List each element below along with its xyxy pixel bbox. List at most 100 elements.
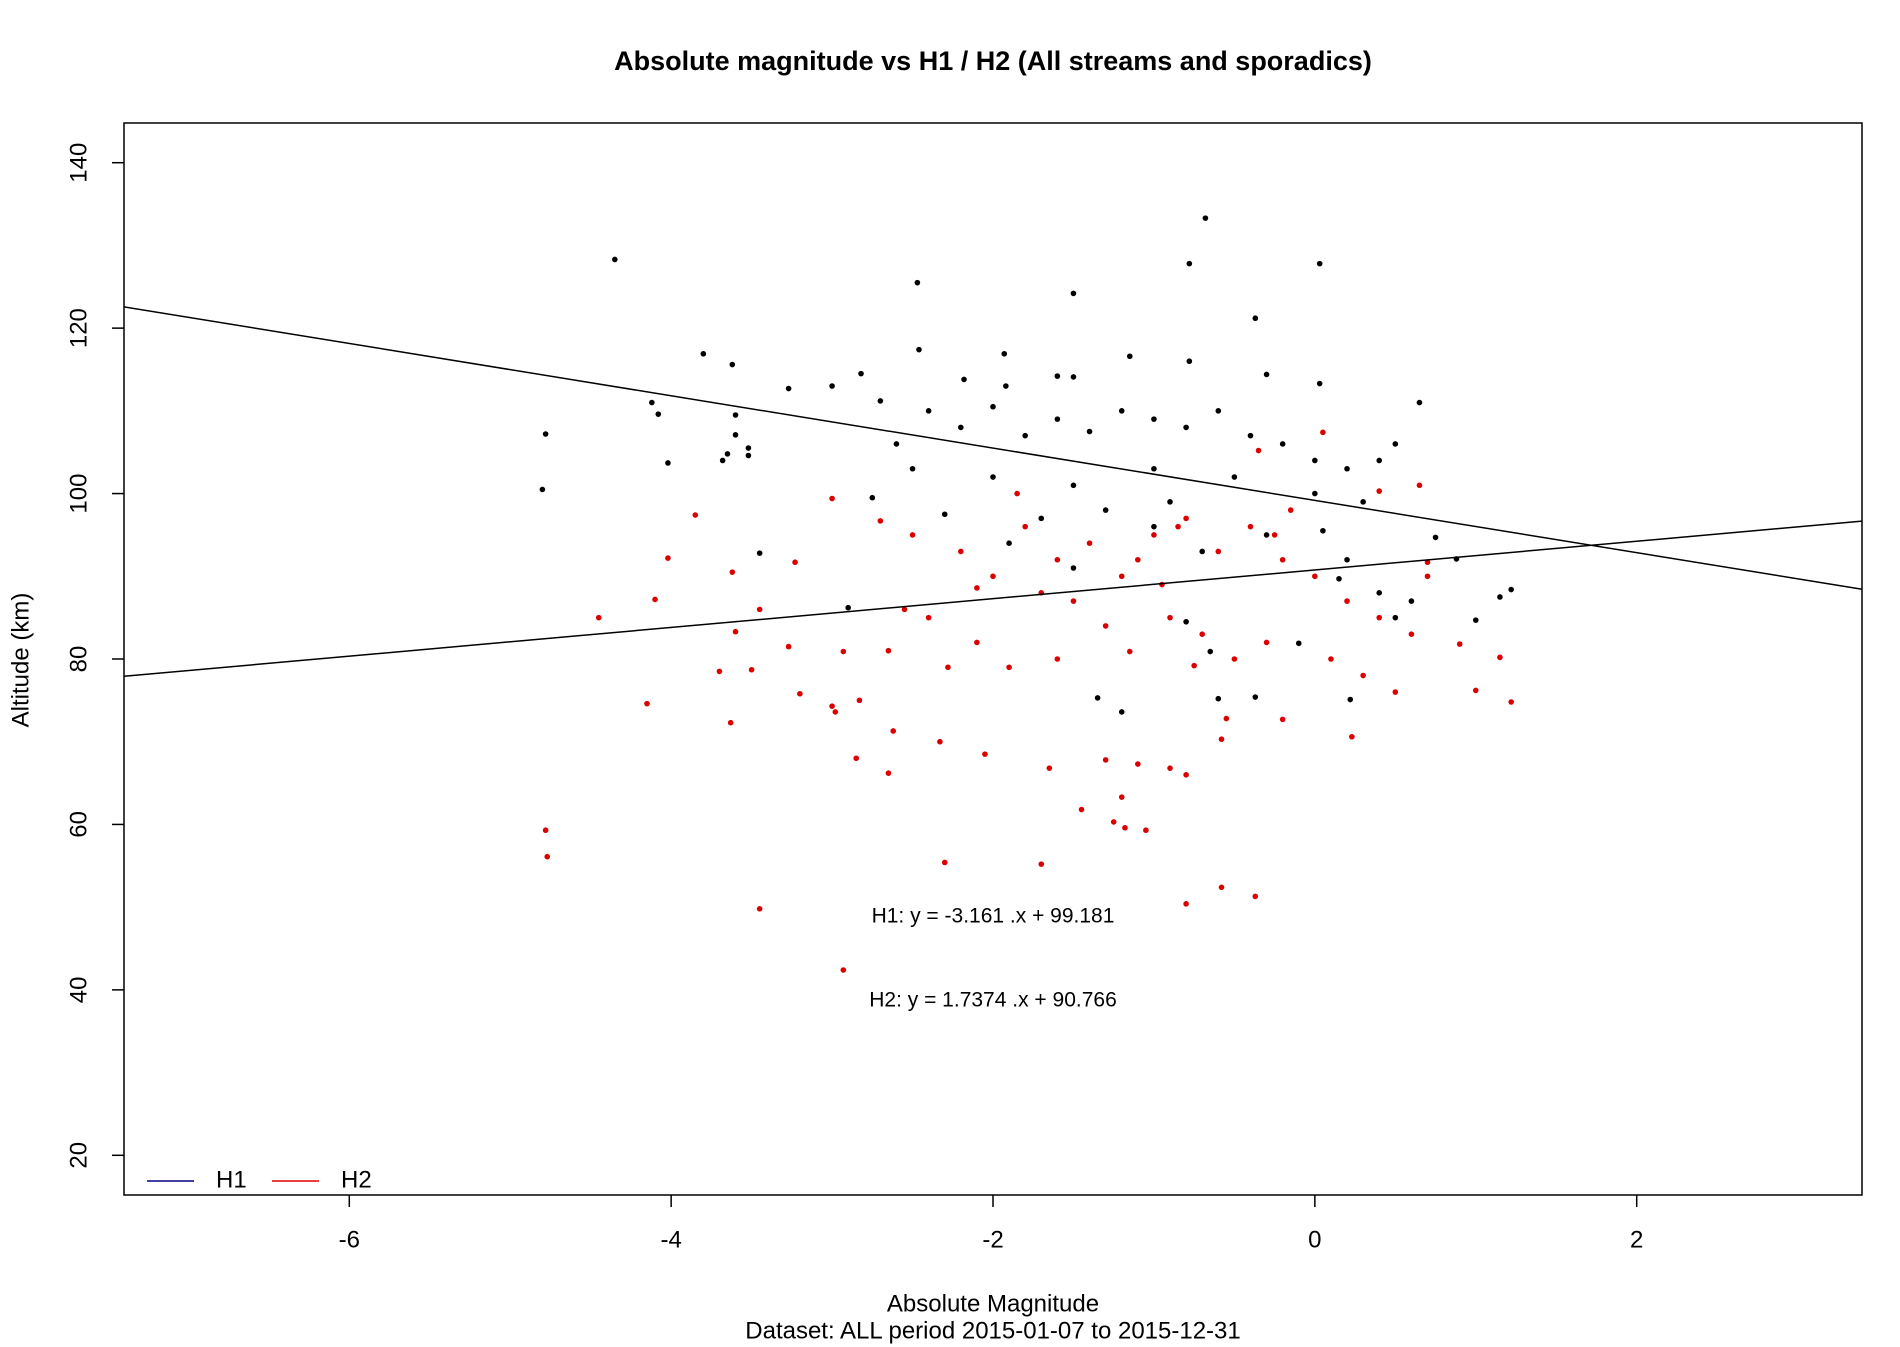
point: [652, 596, 658, 603]
point: [1472, 687, 1479, 694]
point: [1054, 373, 1061, 379]
point: [1316, 380, 1323, 387]
point: [1054, 656, 1061, 662]
point: [1151, 532, 1157, 538]
point: [885, 647, 892, 654]
point: [1320, 527, 1326, 534]
x-tick-label: 0: [1308, 1226, 1321, 1253]
point: [941, 511, 948, 518]
point: [1118, 709, 1125, 715]
point: [1416, 399, 1423, 406]
point: [595, 614, 602, 621]
point: [756, 550, 763, 556]
point: [1376, 614, 1383, 621]
point: [1215, 408, 1222, 414]
point: [1186, 358, 1193, 365]
point: [542, 827, 549, 834]
y-tick-label: 140: [65, 143, 92, 183]
point: [1126, 353, 1133, 360]
x-tick-label: 2: [1630, 1226, 1643, 1253]
point: [1086, 540, 1093, 546]
point: [1038, 515, 1045, 522]
point: [700, 350, 707, 357]
point: [1424, 559, 1431, 566]
point: [1078, 806, 1085, 813]
point: [539, 486, 546, 493]
point: [542, 431, 549, 437]
point: [909, 532, 916, 538]
point: [990, 474, 996, 480]
point: [1183, 515, 1189, 522]
point: [1497, 654, 1503, 661]
point: [745, 452, 752, 459]
point: [1287, 507, 1294, 513]
point: [1218, 884, 1225, 891]
point: [1295, 640, 1302, 647]
point: [832, 709, 839, 715]
plot-frame: [123, 122, 1863, 1196]
point: [1376, 457, 1383, 464]
point: [1344, 465, 1350, 472]
point: [1349, 733, 1355, 740]
point: [1263, 371, 1270, 378]
point: [909, 465, 916, 472]
point: [1456, 641, 1463, 647]
point: [869, 494, 876, 501]
point: [1118, 573, 1125, 580]
point: [961, 376, 967, 383]
point: [732, 412, 739, 418]
point: [724, 451, 731, 457]
point: [982, 751, 988, 757]
point: [1247, 432, 1254, 439]
point: [1432, 534, 1439, 541]
point: [1312, 490, 1318, 497]
point: [1312, 573, 1318, 580]
point: [729, 361, 736, 368]
legend-label: H1: [216, 1166, 247, 1193]
point: [829, 703, 835, 709]
annotation: H1: y = -3.161 .x + 99.181: [872, 905, 1115, 928]
point: [1006, 540, 1012, 546]
point: [1151, 416, 1157, 422]
point: [1135, 761, 1141, 767]
y-tick-label: 60: [65, 811, 92, 838]
point: [925, 614, 932, 621]
point: [1102, 623, 1109, 629]
point: [877, 398, 884, 404]
point: [1508, 699, 1514, 705]
point: [1001, 350, 1008, 357]
y-axis-label: Altitude (km): [7, 593, 34, 728]
point: [1167, 765, 1173, 771]
point: [1118, 408, 1125, 414]
point: [1167, 499, 1173, 505]
point: [1126, 648, 1133, 655]
chart-title: Absolute magnitude vs H1 / H2 (All strea…: [614, 46, 1372, 76]
point: [937, 738, 943, 745]
point: [716, 668, 723, 675]
point: [1207, 648, 1214, 655]
point: [840, 648, 847, 655]
point: [756, 606, 763, 613]
point: [1408, 598, 1415, 604]
point: [1143, 827, 1149, 834]
point: [1497, 594, 1503, 600]
point: [885, 770, 892, 776]
point: [1102, 507, 1109, 513]
point: [1199, 631, 1206, 637]
point: [1070, 482, 1077, 489]
y-tick-label: 120: [65, 308, 92, 348]
point: [1202, 215, 1209, 221]
point: [1344, 556, 1350, 563]
point: [1070, 290, 1077, 297]
point: [1263, 639, 1270, 646]
point: [1271, 532, 1278, 538]
point: [1416, 482, 1423, 489]
point: [1472, 617, 1479, 623]
point: [1191, 662, 1197, 669]
point: [941, 859, 948, 866]
point: [1135, 556, 1141, 563]
point: [1279, 716, 1286, 723]
point: [1151, 523, 1157, 530]
point: [1424, 573, 1431, 580]
point: [1215, 695, 1222, 702]
